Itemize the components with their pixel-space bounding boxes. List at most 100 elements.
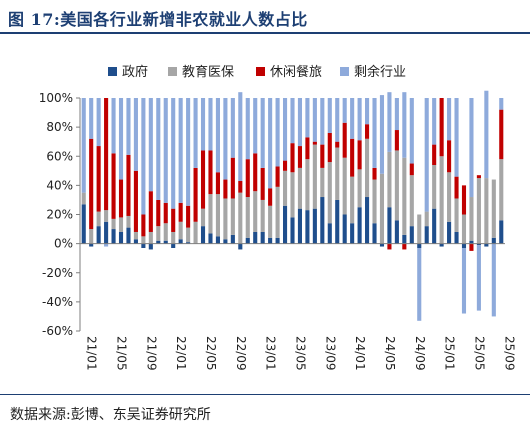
bar-segment — [320, 144, 325, 168]
bar-segment — [193, 221, 198, 244]
x-tick-label: 23/09 — [323, 336, 337, 371]
bar-segment — [447, 221, 452, 244]
bar-segment — [178, 239, 183, 244]
source-rule — [0, 394, 530, 395]
bar-segment — [148, 243, 153, 250]
bar-segment — [365, 98, 370, 125]
bar-segment — [253, 231, 258, 244]
bar-segment — [327, 98, 332, 133]
bar-segment — [268, 205, 273, 238]
bar-segment — [320, 167, 325, 198]
bar-segment — [342, 214, 347, 244]
bar-segment — [372, 223, 377, 244]
bar-segment — [335, 147, 340, 200]
bar-segment — [394, 150, 399, 221]
bar-segment — [476, 175, 481, 179]
bar-segment — [126, 154, 131, 216]
bar-segment — [409, 98, 414, 164]
bar-segment — [282, 160, 288, 171]
legend: 政府 教育医保 休闲餐旅 剩余行业 — [108, 64, 406, 80]
bar-segment — [297, 146, 303, 168]
y-tick-label: 60% — [46, 149, 73, 163]
bar-segment — [327, 223, 332, 244]
bar-segment — [223, 198, 228, 240]
x-tick-label: 24/05 — [383, 336, 397, 371]
bar-segment — [260, 199, 265, 232]
x-tick-label: 21/05 — [115, 336, 129, 371]
bar-segment — [104, 210, 109, 222]
bar-segment — [111, 218, 116, 230]
bar-segment — [104, 243, 109, 247]
bar-segment — [305, 98, 310, 138]
bar-segment — [126, 227, 131, 244]
legend-label: 教育医保 — [182, 64, 234, 80]
bar-segment — [171, 231, 176, 244]
bar-segment — [260, 231, 265, 244]
bar-segment — [335, 199, 340, 244]
bar-segment — [238, 243, 243, 250]
bar-segment — [141, 98, 146, 215]
bar-segment — [312, 208, 317, 244]
bar-segment — [394, 220, 399, 244]
bar-segment — [268, 98, 273, 189]
bar-segment — [96, 211, 101, 227]
bar-segment — [335, 141, 340, 148]
x-tick-label: 22/01 — [174, 336, 188, 371]
bar-segment — [357, 98, 362, 141]
bar-segment — [275, 237, 280, 244]
bar-segment — [104, 221, 109, 244]
bar-segment — [297, 167, 303, 209]
bar-segment — [424, 226, 429, 244]
bar-segment — [454, 198, 459, 232]
bar-segment — [215, 194, 220, 237]
bar-segment — [469, 197, 474, 241]
bar-segment — [461, 247, 467, 314]
bar-segment — [402, 157, 407, 235]
bar-segment — [253, 191, 258, 232]
bar-segment — [447, 172, 452, 222]
bar-segment — [312, 141, 317, 145]
x-tick-label: 24/01 — [353, 336, 367, 371]
x-tick-label: 22/09 — [234, 336, 248, 371]
legend-swatch — [340, 67, 349, 76]
bar-segment — [275, 98, 280, 167]
bar-segment — [96, 226, 101, 244]
bar-segment — [290, 217, 295, 244]
bar-segment — [484, 243, 489, 247]
x-tick-label: 25/01 — [443, 336, 457, 371]
bar-segment — [104, 98, 109, 211]
bar-segment — [193, 167, 198, 222]
bar-segment — [290, 143, 295, 173]
bar-segment — [342, 122, 347, 158]
bar-segment — [357, 169, 362, 208]
bar-segment — [126, 98, 131, 155]
bar-segment — [469, 243, 474, 251]
source-note: 数据来源:彭博、东吴证券研究所 — [10, 407, 211, 423]
bar-segment — [394, 130, 399, 151]
bar-segment — [491, 243, 496, 317]
bar-segment — [81, 204, 86, 244]
y-tick-label: 20% — [46, 208, 73, 222]
bar-segment — [499, 109, 504, 160]
bar-segment — [215, 172, 220, 195]
bar-segment — [476, 243, 481, 246]
bar-segment — [491, 179, 496, 238]
bar-segment — [260, 167, 265, 200]
bar-segment — [469, 240, 474, 244]
x-tick-label: 21/09 — [144, 336, 158, 371]
bar-segment — [200, 98, 206, 151]
figure-title: 图 17:美国各行业新增非农就业人数占比 — [8, 10, 308, 29]
bar-segment — [230, 198, 235, 235]
bar-segment — [215, 98, 220, 173]
bar-segment — [238, 192, 243, 244]
bar-segment — [111, 229, 116, 244]
bar-segment — [141, 236, 146, 244]
bar-segment — [305, 210, 310, 244]
bar-segment — [156, 199, 161, 227]
bar-segment — [230, 234, 235, 244]
bar-segment — [208, 98, 213, 151]
bar-segment — [133, 98, 138, 171]
bar-segment — [268, 188, 273, 206]
x-tick-label: 21/01 — [85, 336, 99, 371]
bar-segment — [342, 157, 347, 215]
